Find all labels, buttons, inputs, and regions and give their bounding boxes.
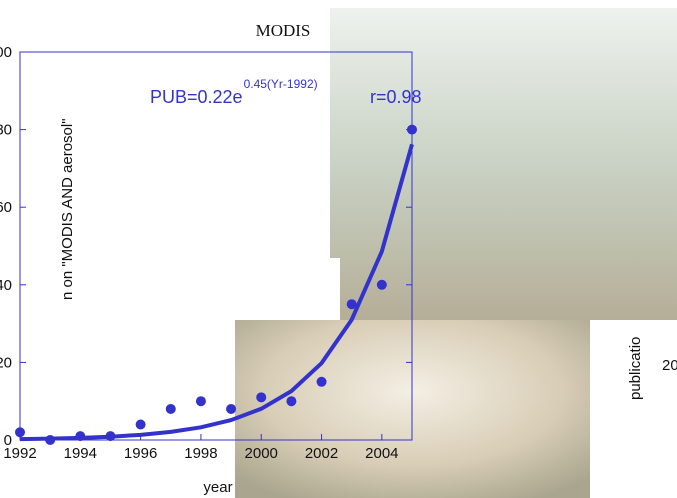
y-tick-label: 20	[0, 354, 12, 371]
data-point	[135, 419, 146, 430]
fragment-label: publicatio	[627, 337, 644, 400]
data-point	[376, 279, 387, 290]
data-point	[286, 396, 297, 407]
data-point	[256, 392, 267, 403]
x-tick-label: 2004	[365, 445, 398, 462]
data-point	[105, 431, 116, 442]
y-tick-label: 80	[0, 122, 12, 139]
plot-frame	[19, 51, 413, 441]
panel	[0, 258, 340, 320]
photo-fragment	[330, 8, 677, 320]
equation: PUB=0.22e	[150, 87, 243, 107]
x-tick-label: 1996	[124, 445, 157, 462]
y-tick-label: 40	[0, 277, 12, 294]
data-point	[316, 376, 327, 387]
x-axis-label: year	[203, 479, 232, 496]
equation-exponent: 0.45(Yr-1992)	[244, 77, 318, 91]
data-point	[165, 403, 176, 414]
panel	[590, 320, 677, 460]
data-point	[407, 124, 417, 135]
data-point	[195, 396, 206, 407]
x-tick-label: 1998	[184, 445, 217, 462]
data-point	[226, 403, 237, 414]
data-point	[346, 299, 357, 310]
x-tick-label: 2000	[245, 445, 278, 462]
data-point	[15, 427, 25, 438]
fit-line	[19, 143, 414, 442]
y-axis-label: n on "MODIS AND aerosol"	[59, 118, 76, 300]
x-tick-label: 1994	[64, 445, 97, 462]
x-tick-label: 1992	[3, 445, 36, 462]
y-tick-label: 100	[0, 44, 12, 61]
chart-title: MODIS	[256, 21, 311, 40]
y-tick-label: 0	[4, 432, 12, 449]
correlation: r=0.98	[370, 87, 422, 107]
x-tick-label: 2002	[305, 445, 338, 462]
fragment-label: 20	[662, 357, 677, 374]
data-point	[45, 435, 56, 445]
data-point	[75, 431, 86, 442]
y-tick-label: 60	[0, 199, 12, 216]
